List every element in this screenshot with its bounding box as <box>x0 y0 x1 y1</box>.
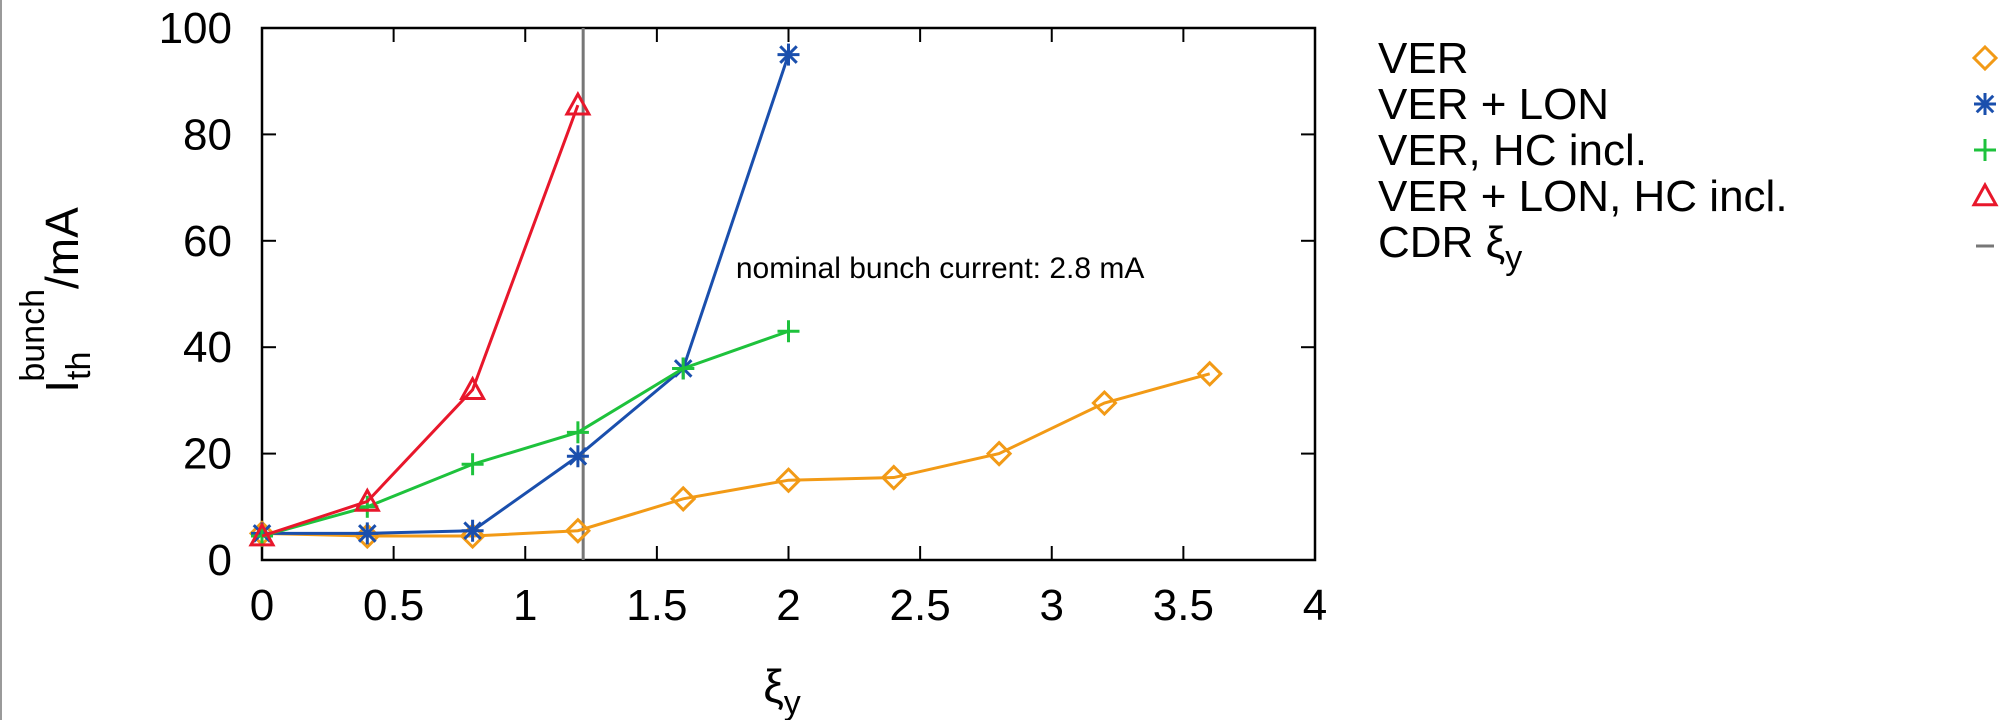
legend-label-ver-lon: VER + LON <box>1378 80 1609 129</box>
legend-marker-ver-lon-hc-incl <box>1971 181 1999 207</box>
x-tick-label: 3.5 <box>1153 581 1214 630</box>
data-point-ver-shape <box>670 485 697 512</box>
x-tick-label: 0 <box>250 581 274 630</box>
data-point-ver-shape <box>564 517 592 544</box>
series-line-ver-lon-hc-incl <box>261 104 580 538</box>
data-point-ver-hc-incl <box>777 320 800 343</box>
data-point-ver-lon-hc-incl <box>248 521 276 547</box>
data-point-ver-lon <box>461 519 484 542</box>
y-tick-label: 40 <box>183 323 232 372</box>
data-point-ver <box>985 440 1013 467</box>
data-point-ver <box>564 517 592 544</box>
y-tick-label: 0 <box>208 536 232 585</box>
legend-label-ver-hc-incl: VER, HC incl. <box>1378 126 1647 175</box>
y-axis-title-sup: bunch <box>14 289 52 382</box>
data-point-ver-shape <box>1196 360 1223 387</box>
data-point-ver-lon <box>566 445 589 468</box>
series-line-ver-hc-incl <box>261 329 790 538</box>
legend-marker-ver-lon <box>1974 93 1996 115</box>
data-point-ver-lon-hc-incl <box>564 91 592 116</box>
legend-marker-ver-hc-incl <box>1974 139 1996 161</box>
data-point-ver <box>1091 389 1118 417</box>
series-ver <box>248 360 1223 550</box>
data-point-ver-lon-hc-incl-shape <box>564 91 592 116</box>
x-tick-label: 1.5 <box>626 581 687 630</box>
data-point-ver-shape <box>775 467 802 494</box>
data-point-ver-lon <box>356 522 379 545</box>
data-point-ver-lon-hc-incl <box>353 487 381 512</box>
data-point-ver <box>1196 360 1223 387</box>
legend-label-cdr-main: CDR ξ <box>1378 218 1505 267</box>
data-point-ver <box>775 467 802 494</box>
data-point-ver-shape <box>880 464 907 491</box>
data-point-ver-hc-incl <box>566 421 589 444</box>
x-tick-label: 0.5 <box>363 581 424 630</box>
y-tick-label: 80 <box>183 110 232 159</box>
series-ver-lon-hc-incl <box>248 91 592 547</box>
legend-label-ver: VER <box>1378 34 1468 83</box>
x-tick-label: 4 <box>1303 581 1327 630</box>
legend-marker-ver-shape <box>1971 44 1999 72</box>
data-point-ver <box>880 464 907 491</box>
series-line-ver <box>261 372 1211 538</box>
data-point-ver-shape <box>985 440 1013 467</box>
legend-marker-ver-lon-hc-incl-shape <box>1971 181 1999 207</box>
y-tick-label: 60 <box>183 217 232 266</box>
data-point-ver-lon-hc-incl <box>459 375 487 401</box>
y-axis-title-main: I <box>36 380 88 393</box>
annotation-nominal-bunch-current: nominal bunch current: 2.8 mA <box>736 252 1145 285</box>
x-tick-label: 3 <box>1040 581 1064 630</box>
legend-marker-ver <box>1971 44 1999 72</box>
x-tick-label: 2.5 <box>890 581 951 630</box>
data-point-ver-lon-hc-incl-shape <box>459 375 487 401</box>
plot-area <box>248 26 1317 562</box>
y-axis-title-sub: th <box>60 352 98 380</box>
data-point-ver-hc-incl <box>461 453 484 476</box>
legend-label-ver-lon-hc-incl: VER + LON, HC incl. <box>1378 172 1788 221</box>
y-axis-title: Ithbunch/mA <box>14 207 98 393</box>
x-axis-title-main: ξ <box>763 660 784 712</box>
data-point-ver-shape <box>1091 389 1118 417</box>
series-line-ver-lon <box>262 54 790 535</box>
legend-label-cdr: CDR ξy <box>1378 218 1522 277</box>
y-tick-label: 100 <box>159 4 232 53</box>
data-point-ver-lon-hc-incl-shape <box>248 521 276 547</box>
data-point-ver-lon-hc-incl-shape <box>353 487 381 512</box>
x-tick-label: 1 <box>513 581 537 630</box>
data-point-ver-hc-incl <box>672 357 695 380</box>
x-axis-title-sub: y <box>784 684 801 720</box>
y-axis-title-unit: /mA <box>36 207 88 289</box>
legend-label-cdr-sub: y <box>1505 239 1522 277</box>
data-point-ver <box>670 485 697 512</box>
x-tick-label: 2 <box>776 581 800 630</box>
data-point-ver-lon <box>777 43 800 66</box>
x-axis-title: ξy <box>763 660 801 720</box>
y-tick-label: 20 <box>183 430 232 479</box>
